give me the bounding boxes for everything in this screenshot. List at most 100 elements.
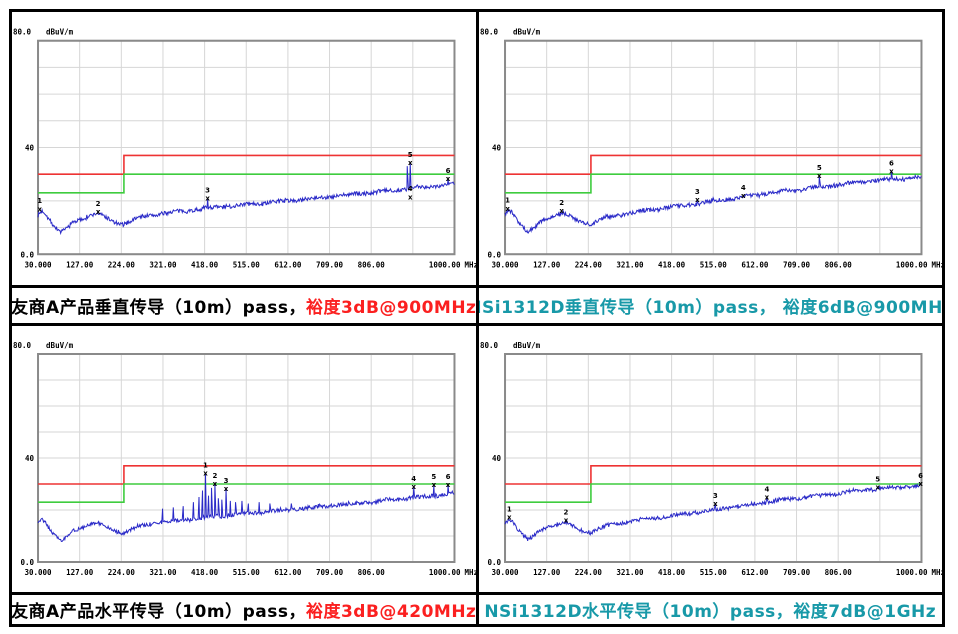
svg-text:40: 40 (25, 454, 35, 463)
svg-text:321.00: 321.00 (616, 568, 644, 577)
svg-text:1: 1 (203, 462, 208, 470)
svg-text:x: x (96, 207, 101, 216)
svg-text:418.00: 418.00 (658, 260, 686, 269)
svg-text:1000.00: 1000.00 (429, 568, 461, 577)
svg-text:30.000: 30.000 (24, 568, 52, 577)
caption-text: 友商A产品垂直传导（10m）pass， (12, 298, 306, 318)
svg-text:1000.00: 1000.00 (429, 260, 461, 269)
svg-text:5: 5 (875, 476, 880, 484)
emc-chart-nsi1312d-vertical: 80.0 dBuV/m 40 0.030.000 127.00 224.00 321.00 4… (480, 27, 942, 269)
svg-text:806.00: 806.00 (358, 260, 386, 269)
emc-chart-competitor-horizontal: 80.0 dBuV/m 40 0.030.000 127.00 224.00 321.00 4… (13, 341, 475, 577)
svg-text:x: x (875, 484, 880, 492)
svg-text:1000.00: 1000.00 (895, 568, 927, 577)
svg-text:x: x (411, 483, 416, 491)
svg-text:MHz: MHz (931, 568, 942, 577)
svg-text:321.00: 321.00 (149, 260, 177, 269)
svg-text:127.00: 127.00 (533, 260, 561, 269)
svg-text:515.00: 515.00 (699, 260, 727, 269)
svg-text:6: 6 (446, 166, 451, 175)
svg-text:30.000: 30.000 (491, 568, 519, 577)
panel-nsi1312d-horizontal: 80.0 dBuV/m 40 0.0 30.000 127.00 224.00 321.00 4… (478, 326, 942, 592)
svg-text:321.00: 321.00 (616, 260, 644, 269)
svg-text:3: 3 (205, 185, 210, 194)
panel-competitor-vertical: 80.0 dBuV/m 40 0.0 30.000 127.00 224.00 321.00 4… (12, 12, 476, 285)
svg-text:x: x (559, 206, 564, 215)
panel-nsi1312d-vertical: 80.0 dBuV/m 40 0.0 30.000 127.00 224.00 321.00 4… (478, 12, 942, 285)
svg-text:dBuV/m: dBuV/m (513, 27, 541, 36)
svg-text:806.00: 806.00 (358, 568, 386, 577)
svg-text:1000.00: 1000.00 (895, 260, 927, 269)
svg-text:612.00: 612.00 (741, 260, 769, 269)
svg-text:418.00: 418.00 (658, 568, 686, 577)
svg-text:5: 5 (431, 473, 436, 481)
emc-chart-competitor-vertical: 80.0 dBuV/m 40 0.030.000 127.00 224.00 321.00 4… (13, 27, 475, 269)
svg-text:3: 3 (712, 492, 717, 500)
svg-text:709.00: 709.00 (782, 568, 810, 577)
svg-text:x: x (432, 481, 437, 489)
svg-text:1: 1 (37, 196, 42, 205)
caption-text: NSi1312D水平传导（10m）pass， (484, 602, 794, 622)
svg-text:0.0: 0.0 (487, 558, 501, 567)
svg-text:4: 4 (411, 475, 416, 483)
caption-margin-text: 裕度6dB@900MHz (776, 298, 942, 318)
svg-text:224.00: 224.00 (574, 260, 602, 269)
svg-text:x: x (205, 194, 210, 203)
svg-text:6: 6 (446, 473, 451, 481)
svg-text:515.00: 515.00 (699, 568, 727, 577)
svg-text:0.0: 0.0 (20, 558, 34, 567)
svg-text:4: 4 (408, 184, 413, 193)
svg-text:x: x (505, 204, 510, 213)
svg-text:709.00: 709.00 (316, 260, 344, 269)
caption-margin-text: 裕度3dB@420MHz (305, 602, 476, 622)
caption-text: 友商A产品水平传导（10m）pass， (12, 602, 306, 622)
svg-text:dBuV/m: dBuV/m (46, 27, 74, 36)
svg-text:2: 2 (96, 199, 101, 208)
svg-text:x: x (507, 513, 512, 521)
svg-text:418.00: 418.00 (191, 568, 219, 577)
svg-text:418.00: 418.00 (191, 260, 219, 269)
svg-text:80.0: 80.0 (13, 341, 32, 350)
svg-text:40: 40 (25, 143, 34, 152)
svg-text:1: 1 (506, 505, 511, 513)
caption-competitor-vertical: 友商A产品垂直传导（10m）pass， 裕度3dB@900MHz (12, 288, 476, 323)
caption-nsi1312d-horizontal: NSi1312D水平传导（10m）pass， 裕度7dB@1GHz (478, 595, 942, 624)
svg-text:4: 4 (764, 486, 769, 494)
svg-text:515.00: 515.00 (233, 260, 261, 269)
svg-text:x: x (408, 158, 413, 167)
caption-nsi1312d-vertical: NSi1312D垂直传导（10m）pass， 裕度6dB@900MHz (478, 288, 942, 323)
svg-text:x: x (446, 174, 451, 183)
svg-text:224.00: 224.00 (574, 568, 602, 577)
svg-text:224.00: 224.00 (108, 568, 136, 577)
svg-text:4: 4 (740, 183, 745, 192)
svg-text:224.00: 224.00 (108, 260, 136, 269)
svg-text:6: 6 (889, 158, 894, 167)
svg-text:127.00: 127.00 (533, 568, 561, 577)
svg-text:MHz: MHz (464, 260, 475, 269)
svg-text:2: 2 (563, 508, 568, 516)
svg-text:x: x (741, 191, 746, 200)
svg-text:dBuV/m: dBuV/m (46, 341, 74, 350)
svg-text:x: x (764, 494, 769, 502)
svg-text:x: x (224, 485, 229, 493)
svg-text:0.0: 0.0 (20, 250, 34, 259)
svg-text:2: 2 (212, 472, 217, 480)
caption-text: NSi1312D垂直传导（10m）pass， (478, 298, 777, 318)
emc-chart-nsi1312d-horizontal: 80.0 dBuV/m 40 0.030.000 127.00 224.00 321.00 4… (480, 341, 942, 577)
caption-margin-text: 裕度3dB@900MHz (305, 298, 476, 318)
caption-margin-text: 裕度7dB@1GHz (793, 602, 937, 622)
svg-text:x: x (817, 171, 822, 180)
svg-text:80.0: 80.0 (13, 27, 31, 36)
svg-text:x: x (213, 480, 218, 488)
svg-text:x: x (37, 204, 42, 213)
svg-text:x: x (446, 481, 451, 489)
svg-text:1: 1 (505, 196, 510, 205)
svg-text:709.00: 709.00 (316, 568, 344, 577)
svg-text:80.0: 80.0 (480, 27, 498, 36)
svg-text:6: 6 (918, 472, 923, 480)
svg-text:127.00: 127.00 (66, 260, 94, 269)
svg-text:3: 3 (694, 187, 699, 196)
svg-text:127.00: 127.00 (66, 568, 94, 577)
svg-text:x: x (203, 470, 208, 478)
svg-text:806.00: 806.00 (824, 260, 852, 269)
